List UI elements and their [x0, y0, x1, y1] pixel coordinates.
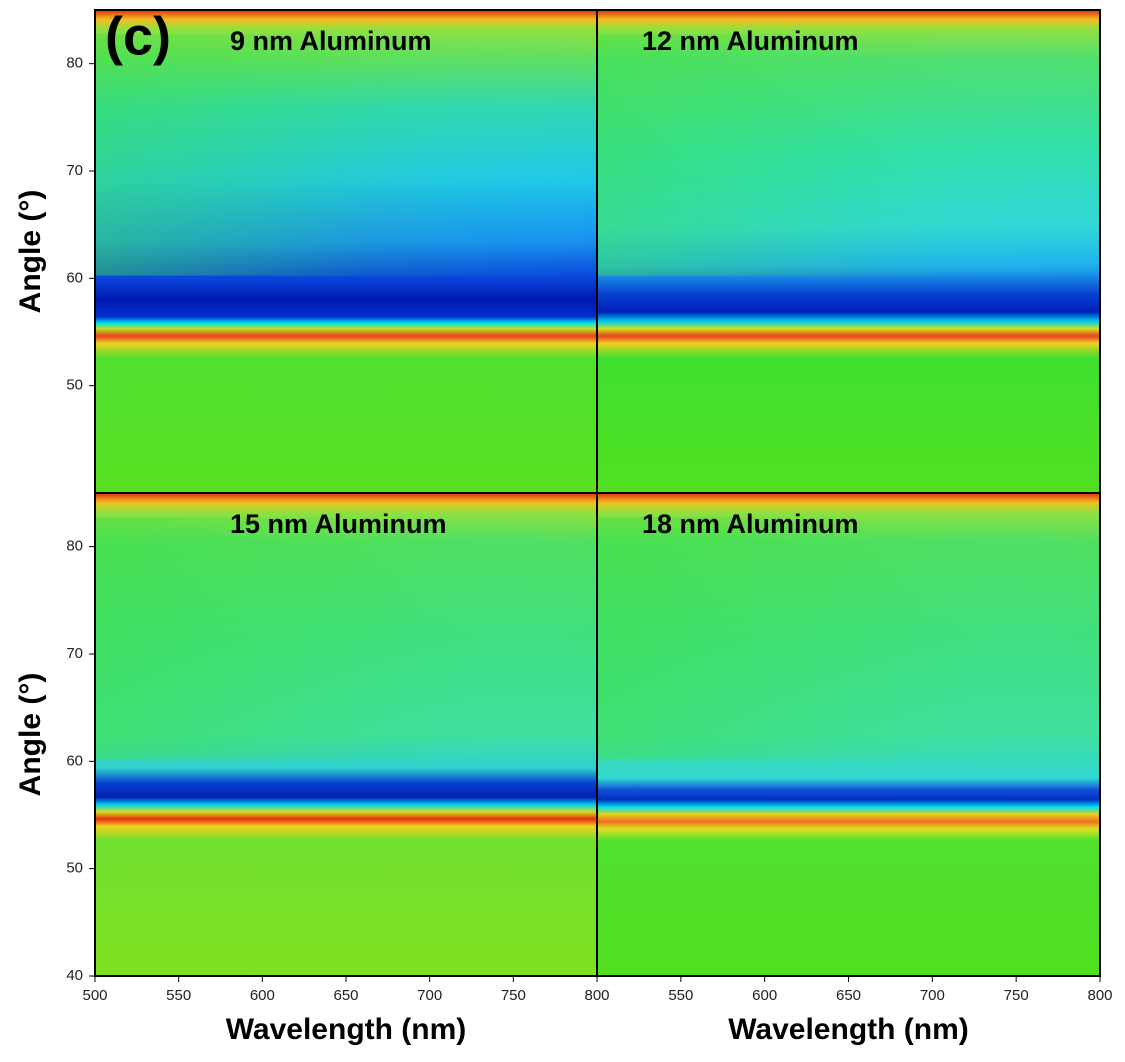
x-tick-label: 650: [836, 987, 861, 1004]
x-tick-label: 700: [417, 987, 442, 1004]
heatmap-shade: [597, 34, 1100, 276]
panel-title: 15 nm Aluminum: [230, 509, 447, 539]
y-tick-label: 40: [66, 967, 83, 984]
x-tick-label: 750: [1004, 987, 1029, 1004]
panel-title: 9 nm Aluminum: [230, 26, 432, 56]
heatmap-shade: [95, 517, 597, 759]
x-tick-label: 600: [752, 987, 777, 1004]
x-tick-label: 750: [501, 987, 526, 1004]
y-axis-label: Angle (°): [14, 673, 47, 797]
y-tick-label: 60: [66, 269, 83, 286]
x-tick-label: 800: [1087, 987, 1112, 1004]
x-tick-label: 500: [82, 987, 107, 1004]
x-axis-label: Wavelength (nm): [728, 1013, 969, 1046]
heatmap-shade: [597, 517, 1100, 759]
y-tick-label: 70: [66, 162, 83, 179]
x-tick-label: 550: [166, 987, 191, 1004]
y-tick-label: 70: [66, 645, 83, 662]
panel-title: 12 nm Aluminum: [642, 26, 859, 56]
y-axis-label: Angle (°): [14, 190, 47, 314]
x-axis-label: Wavelength (nm): [226, 1013, 467, 1046]
y-tick-label: 50: [66, 377, 83, 394]
panel-label: (c): [105, 6, 171, 66]
x-tick-label: 550: [668, 987, 693, 1004]
y-tick-label: 60: [66, 752, 83, 769]
x-tick-label: 600: [250, 987, 275, 1004]
y-tick-label: 80: [66, 538, 83, 555]
panel-title: 18 nm Aluminum: [642, 509, 859, 539]
y-tick-label: 80: [66, 55, 83, 72]
x-tick-label: 700: [920, 987, 945, 1004]
heatmap-shade: [95, 34, 597, 276]
x-tick-label: 800: [584, 987, 609, 1004]
y-tick-label: 50: [66, 860, 83, 877]
x-tick-label: 650: [333, 987, 358, 1004]
